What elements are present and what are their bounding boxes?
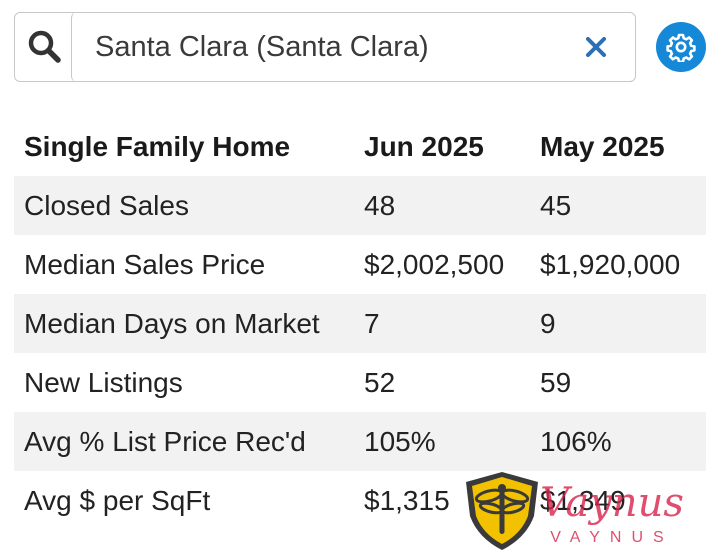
jun-value: 48	[354, 176, 530, 235]
jun-value: 52	[364, 366, 396, 398]
gear-icon	[666, 33, 696, 62]
dragonfly-shield-icon	[466, 472, 538, 550]
clear-search-button[interactable]	[577, 29, 615, 65]
row-label: Closed Sales	[14, 176, 354, 235]
table-row: Closed Sales 48 45	[14, 176, 706, 235]
close-icon	[586, 37, 606, 57]
row-label: Avg $ per SqFt	[24, 484, 211, 516]
table-row: Median Sales Price $2,002,500 $1,920,000	[14, 235, 706, 294]
column-header-jun: Jun 2025	[364, 130, 484, 162]
may-value: $1,920,000	[540, 248, 681, 280]
table-row: Median Days on Market 7 9	[14, 294, 706, 353]
may-value: 106%	[530, 412, 706, 471]
column-header-type: Single Family Home	[24, 130, 291, 162]
search-divider	[71, 12, 85, 82]
jun-value: $2,002,500	[364, 248, 505, 280]
may-value: 9	[530, 294, 706, 353]
jun-value: $1,315	[364, 484, 450, 516]
row-label: New Listings	[24, 366, 183, 398]
row-label: Median Days on Market	[14, 294, 354, 353]
table-row: New Listings 52 59	[14, 353, 706, 412]
row-label: Median Sales Price	[24, 248, 266, 280]
search-bar	[14, 12, 636, 82]
jun-value: 105%	[354, 412, 530, 471]
table-row: Avg % List Price Rec'd 105% 106%	[14, 412, 706, 471]
jun-value: 7	[354, 294, 530, 353]
may-value: 59	[540, 366, 572, 398]
search-icon	[28, 30, 61, 63]
settings-button[interactable]	[656, 22, 706, 72]
may-value: $1,349	[540, 484, 626, 516]
svg-text:VAYNUS: VAYNUS	[550, 529, 673, 546]
row-label: Avg % List Price Rec'd	[14, 412, 354, 471]
stats-table: Single Family Home Jun 2025 May 2025 Clo…	[14, 117, 706, 530]
column-header-may: May 2025	[540, 130, 665, 162]
table-header-row: Single Family Home Jun 2025 May 2025	[14, 117, 706, 176]
search-button[interactable]	[15, 13, 75, 80]
search-input[interactable]	[95, 27, 565, 67]
svg-text:Vaynus: Vaynus	[540, 480, 684, 526]
table-row: Avg $ per SqFt $1,315 $1,349	[14, 471, 706, 530]
vaynus-logo: Vaynus VAYNUS	[462, 472, 712, 552]
may-value: 45	[530, 176, 706, 235]
